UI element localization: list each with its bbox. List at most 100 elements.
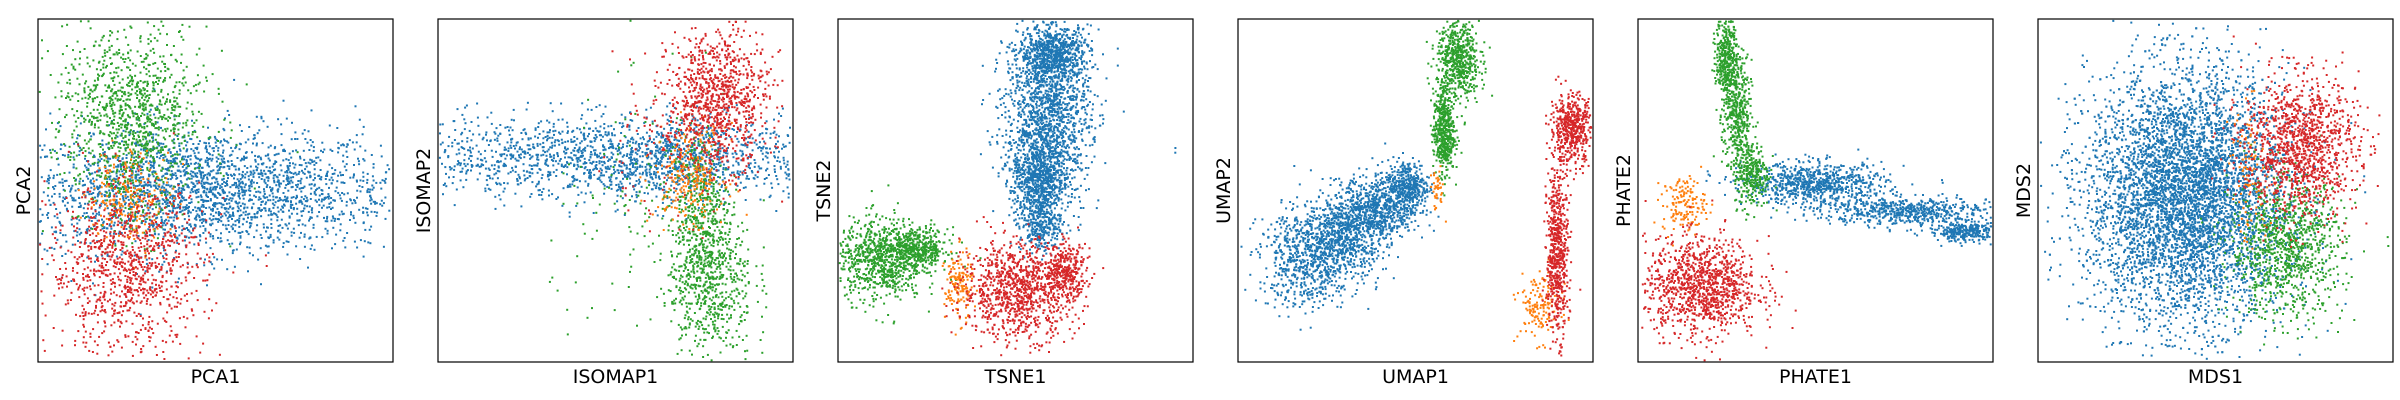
scatter-point — [181, 23, 184, 26]
scatter-point — [141, 135, 144, 138]
scatter-point — [95, 234, 98, 237]
scatter-point — [168, 205, 170, 207]
scatter-point — [66, 285, 68, 288]
scatter-point — [135, 300, 138, 303]
scatter-point — [138, 177, 141, 179]
scatter-point — [120, 117, 122, 120]
scatter-point — [309, 236, 312, 239]
scatter-point — [133, 190, 135, 193]
scatter-point — [343, 193, 346, 196]
scatter-point — [144, 103, 147, 106]
scatter-point — [145, 152, 148, 155]
scatter-point — [514, 157, 517, 160]
scatter-point — [214, 195, 217, 198]
scatter-point — [91, 201, 94, 204]
scatter-point — [368, 228, 371, 231]
scatter-point — [183, 199, 186, 202]
scatter-point — [94, 214, 97, 217]
scatter-point — [140, 222, 143, 225]
scatter-point — [161, 276, 164, 279]
scatter-point — [121, 224, 124, 227]
scatter-point — [175, 285, 178, 288]
scatter-point — [245, 230, 248, 232]
scatter-point — [154, 261, 157, 264]
scatter-point — [89, 279, 92, 282]
scatter-point — [252, 169, 255, 172]
scatter-point — [621, 122, 624, 125]
scatter-point — [158, 99, 161, 102]
scatter-point — [93, 161, 96, 164]
scatter-point — [114, 266, 117, 269]
scatter-point — [83, 89, 86, 92]
scatter-point — [111, 278, 114, 281]
scatter-point — [48, 246, 51, 249]
scatter-point — [55, 128, 58, 131]
scatter-point — [44, 155, 47, 158]
scatter-point — [171, 239, 174, 242]
scatter-point — [540, 120, 543, 123]
scatter-point — [146, 298, 149, 300]
scatter-point — [272, 163, 275, 166]
scatter-point — [130, 174, 133, 177]
scatter-point — [167, 167, 170, 170]
scatter-point — [206, 163, 209, 166]
scatter-point — [124, 193, 127, 196]
scatter-point — [139, 105, 142, 108]
scatter-point — [354, 201, 357, 204]
scatter-point — [93, 274, 96, 277]
scatter-point — [204, 181, 207, 184]
scatter-point — [101, 223, 104, 226]
scatter-point — [91, 198, 94, 201]
scatter-point — [310, 183, 313, 186]
scatter-point — [156, 83, 159, 85]
scatter-point — [128, 186, 131, 189]
scatter-point — [64, 234, 67, 237]
scatter-point — [384, 196, 387, 199]
scatter-point — [99, 146, 102, 148]
scatter-point — [174, 100, 177, 103]
scatter-point — [305, 196, 308, 199]
scatter-point — [720, 134, 723, 137]
scatter-point — [129, 116, 131, 119]
scatter-point — [135, 173, 138, 176]
scatter-point — [93, 272, 95, 275]
scatter-point — [174, 213, 177, 216]
scatter-point — [241, 157, 243, 160]
scatter-point — [217, 146, 220, 149]
scatter-point — [177, 195, 180, 198]
scatter-point — [166, 270, 168, 273]
scatter-point — [220, 158, 223, 161]
scatter-point — [111, 155, 114, 158]
scatter-point — [303, 129, 306, 132]
scatter-point — [571, 159, 574, 161]
scatter-point — [74, 68, 77, 71]
scatter-point — [331, 150, 334, 152]
scatter-point — [160, 115, 163, 118]
scatter-point — [169, 173, 172, 176]
scatter-point — [134, 92, 137, 95]
scatter-point — [168, 148, 171, 151]
scatter-point — [87, 140, 90, 143]
scatter-point — [217, 236, 219, 239]
scatter-point — [295, 184, 298, 187]
scatter-point — [127, 131, 130, 134]
scatter-point — [131, 242, 134, 245]
scatter-point — [287, 176, 290, 179]
scatter-point — [149, 164, 152, 166]
scatter-point — [94, 124, 96, 126]
scatter-point — [216, 180, 219, 183]
scatter-point — [98, 335, 101, 338]
scatter-point — [192, 186, 195, 188]
scatter-point — [636, 159, 639, 162]
scatter-point — [149, 150, 152, 153]
scatter-point — [151, 171, 154, 174]
scatter-point — [275, 153, 278, 156]
scatter-point — [231, 242, 234, 245]
scatter-point — [287, 189, 290, 192]
scatter-point — [290, 234, 293, 237]
scatter-point — [84, 217, 86, 220]
scatter-point — [105, 264, 107, 267]
scatter-point — [137, 81, 140, 84]
scatter-point — [203, 218, 206, 221]
scatter-point — [127, 121, 129, 124]
